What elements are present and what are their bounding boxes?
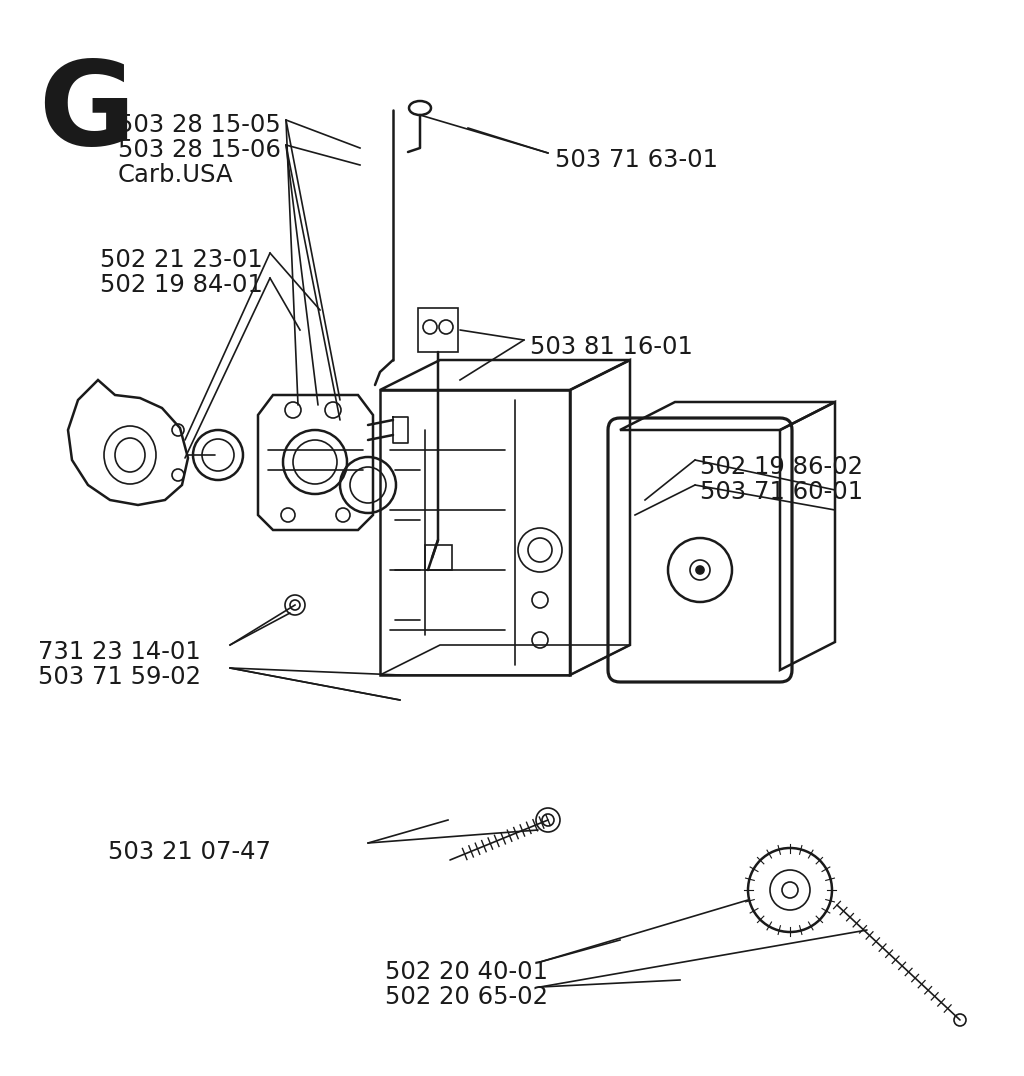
Text: 503 28 15-06: 503 28 15-06 <box>118 138 281 162</box>
Text: 502 20 65-02: 502 20 65-02 <box>385 985 548 1009</box>
Text: 503 81 16-01: 503 81 16-01 <box>530 335 693 359</box>
Text: 502 21 23-01: 502 21 23-01 <box>100 247 263 272</box>
Text: 731 23 14-01: 731 23 14-01 <box>38 640 201 664</box>
Text: 503 21 07-47: 503 21 07-47 <box>108 840 271 864</box>
Text: 503 71 60-01: 503 71 60-01 <box>700 480 863 504</box>
Text: 503 71 63-01: 503 71 63-01 <box>555 148 718 172</box>
Text: G: G <box>38 55 135 170</box>
Text: 502 19 84-01: 502 19 84-01 <box>100 273 263 297</box>
Text: 502 20 40-01: 502 20 40-01 <box>385 960 548 983</box>
Circle shape <box>696 566 705 574</box>
Text: Carb.USA: Carb.USA <box>118 162 233 187</box>
Text: 502 19 86-02: 502 19 86-02 <box>700 455 863 479</box>
Text: 503 28 15-05: 503 28 15-05 <box>118 113 281 137</box>
Text: 503 71 59-02: 503 71 59-02 <box>38 665 201 689</box>
